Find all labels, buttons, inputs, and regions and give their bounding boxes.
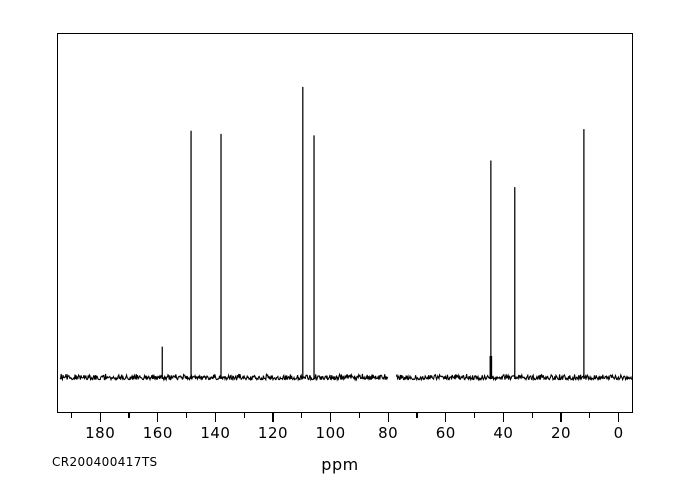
x-axis-tick-label: 20 bbox=[550, 424, 572, 442]
x-axis-tick bbox=[272, 413, 274, 422]
x-axis-tick-label: 160 bbox=[142, 424, 173, 442]
x-axis-minor-tick bbox=[301, 413, 303, 418]
x-axis-minor-tick bbox=[70, 413, 73, 418]
x-axis-tick bbox=[445, 413, 447, 422]
x-axis-minor-tick bbox=[243, 413, 245, 418]
x-axis: 180 160 140 120 100 80 60 40 20 0 bbox=[57, 413, 633, 443]
baseline-noise-left bbox=[59, 372, 389, 382]
x-axis-tick bbox=[502, 413, 505, 422]
x-axis-tick-label: 100 bbox=[315, 424, 346, 442]
x-axis-minor-tick bbox=[128, 413, 130, 418]
x-axis-minor-tick bbox=[358, 413, 361, 418]
x-axis-minor-tick bbox=[589, 413, 591, 418]
sample-id-label: CR200400417TS bbox=[52, 455, 158, 469]
baseline-noise-right bbox=[395, 372, 632, 382]
x-axis-tick-label: 120 bbox=[257, 424, 289, 442]
x-axis-minor-tick bbox=[185, 413, 188, 418]
x-axis-tick bbox=[329, 413, 332, 422]
plot-frame bbox=[57, 33, 633, 413]
x-axis-tick bbox=[560, 413, 562, 422]
plot-area bbox=[58, 34, 632, 412]
x-axis-minor-tick bbox=[473, 413, 476, 418]
x-axis-tick bbox=[99, 413, 101, 422]
spectrum-trace bbox=[59, 86, 632, 382]
x-axis-tick bbox=[157, 413, 159, 422]
x-axis-tick-label: 80 bbox=[378, 424, 399, 442]
x-axis-title: ppm bbox=[321, 455, 359, 474]
x-axis-tick-label: 140 bbox=[200, 424, 231, 442]
x-axis-minor-tick bbox=[416, 413, 418, 418]
x-axis-tick-label: 40 bbox=[493, 424, 514, 442]
x-axis-tick bbox=[617, 413, 620, 422]
x-axis-tick bbox=[387, 413, 389, 422]
x-axis-tick bbox=[214, 413, 217, 422]
x-axis-tick-label: 180 bbox=[85, 424, 116, 442]
x-axis-minor-tick bbox=[531, 413, 533, 418]
x-axis-tick-label: 0 bbox=[613, 424, 624, 442]
x-axis-tick-label: 60 bbox=[435, 424, 456, 442]
